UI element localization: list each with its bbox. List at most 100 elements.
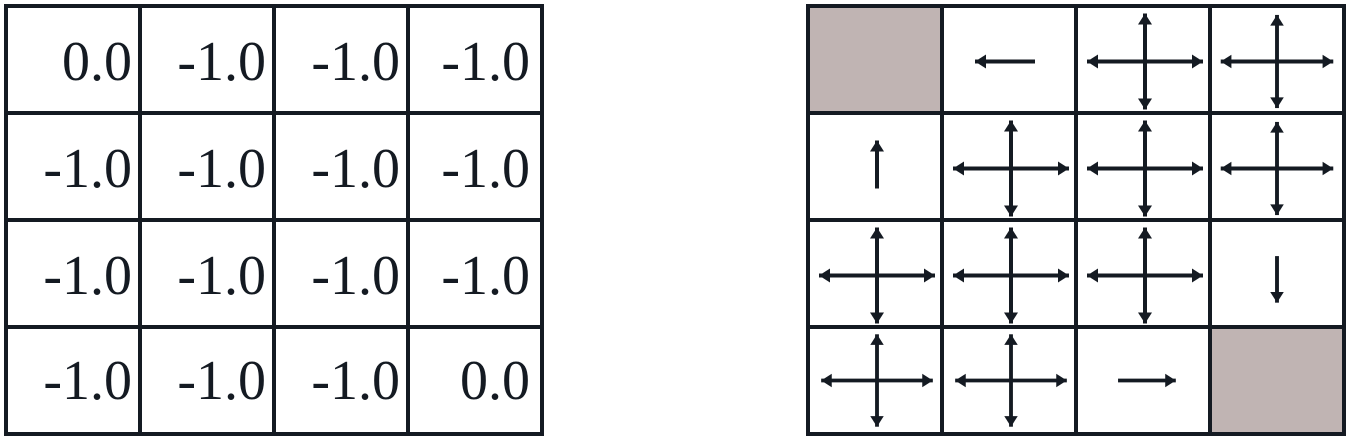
state-value: -1.0 — [311, 349, 400, 412]
value-cell: -1.0 — [406, 4, 544, 115]
arrow-left-icon — [953, 268, 1011, 283]
state-value: -1.0 — [441, 137, 530, 200]
arrow-up-icon — [1270, 121, 1284, 169]
arrow-up-icon — [1138, 120, 1152, 169]
value-cell: -1.0 — [4, 218, 142, 329]
policy-cell — [940, 111, 1078, 222]
value-cell: -1.0 — [272, 325, 410, 436]
terminal-cell — [806, 4, 944, 115]
four-way-arrow-icon — [1220, 121, 1334, 216]
four-way-arrow-icon — [1220, 14, 1334, 109]
value-cell: -1.0 — [138, 111, 276, 222]
four-way-arrow-icon — [819, 227, 935, 324]
arrow-down-icon — [1138, 61, 1152, 110]
arrow-right-icon — [1118, 373, 1176, 388]
state-value: -1.0 — [311, 30, 400, 93]
arrow-right-icon — [1145, 161, 1203, 176]
arrow-up-icon — [870, 140, 884, 189]
terminal-shade — [810, 8, 944, 115]
state-value: 0.0 — [62, 30, 132, 93]
value-cell: -1.0 — [138, 218, 276, 329]
policy-cell — [806, 111, 944, 222]
arrow-right-icon — [1145, 54, 1203, 69]
four-way-arrow-icon — [1087, 227, 1203, 324]
four-way-arrow-icon — [955, 334, 1067, 427]
arrow-up-icon — [1004, 120, 1018, 169]
arrow-down-icon — [1138, 275, 1152, 324]
arrow-up-icon — [1270, 14, 1284, 62]
state-value: -1.0 — [177, 30, 266, 93]
arrow-left-icon — [1220, 161, 1277, 176]
arrow-right-icon — [1011, 268, 1069, 283]
arrow-right-icon — [1011, 373, 1067, 388]
value-cell: -1.0 — [4, 111, 142, 222]
policy-cell — [1208, 111, 1346, 222]
arrow-down-icon — [870, 380, 884, 427]
arrow-left-icon — [821, 373, 877, 388]
four-way-arrow-icon — [1087, 13, 1203, 110]
state-value: -1.0 — [441, 244, 530, 307]
policy-cell — [1074, 111, 1212, 222]
arrow-up-icon — [870, 227, 884, 276]
policy-cell — [940, 325, 1078, 436]
policy-cell — [806, 325, 944, 436]
value-cell: -1.0 — [4, 325, 142, 436]
arrow-right-icon — [1011, 161, 1069, 176]
arrow-right-icon — [1277, 54, 1334, 69]
arrow-down-icon — [1270, 168, 1284, 216]
value-cell: -1.0 — [138, 325, 276, 436]
arrow-up-icon — [870, 140, 884, 189]
state-value: -1.0 — [177, 137, 266, 200]
arrow-down-icon — [1270, 256, 1284, 303]
arrow-left-icon — [955, 373, 1011, 388]
arrow-left-icon — [975, 54, 1035, 69]
state-value: -1.0 — [177, 349, 266, 412]
arrow-down-icon — [1004, 380, 1018, 427]
policy-cell — [806, 218, 944, 329]
state-value: -1.0 — [177, 244, 266, 307]
arrow-right-icon — [1145, 268, 1203, 283]
policy-grid — [806, 4, 1348, 438]
arrow-right-icon — [877, 268, 935, 283]
arrow-down-icon — [1004, 168, 1018, 217]
arrow-up-icon — [1138, 227, 1152, 276]
four-way-arrow-icon — [953, 227, 1069, 324]
state-value: -1.0 — [441, 30, 530, 93]
arrow-left-icon — [1087, 268, 1145, 283]
arrow-up-icon — [870, 334, 884, 381]
arrow-left-icon — [819, 268, 877, 283]
state-value: -1.0 — [43, 244, 132, 307]
arrow-left-icon — [1087, 54, 1145, 69]
policy-cell — [1208, 218, 1346, 329]
four-way-arrow-icon — [953, 120, 1069, 217]
arrow-left-icon — [953, 161, 1011, 176]
state-value: -1.0 — [43, 349, 132, 412]
state-value: -1.0 — [43, 137, 132, 200]
state-value: -1.0 — [311, 244, 400, 307]
arrow-left-icon — [1220, 54, 1277, 69]
value-cell: 0.0 — [406, 325, 544, 436]
arrow-down-icon — [1138, 168, 1152, 217]
arrow-up-icon — [1004, 227, 1018, 276]
value-cell: -1.0 — [272, 218, 410, 329]
arrow-up-icon — [1004, 334, 1018, 381]
value-function-grid: 0.0 -1.0 -1.0 -1.0 -1.0 -1.0 -1.0 -1.0 -1.0 -1.0-… — [4, 4, 544, 438]
value-cell: -1.0 — [406, 111, 544, 222]
value-cell: -1.0 — [272, 4, 410, 115]
value-cell: -1.0 — [272, 111, 410, 222]
policy-cell — [1208, 4, 1346, 115]
policy-cell — [940, 4, 1078, 115]
state-value: 0.0 — [460, 349, 530, 412]
policy-cell — [1074, 325, 1212, 436]
terminal-cell — [1208, 325, 1346, 436]
four-way-arrow-icon — [1087, 120, 1203, 217]
state-value: -1.0 — [311, 137, 400, 200]
value-cell: 0.0 — [4, 4, 142, 115]
arrow-up-icon — [1138, 13, 1152, 62]
arrow-down-icon — [1270, 61, 1284, 109]
arrow-down-icon — [1004, 275, 1018, 324]
policy-cell — [1074, 4, 1212, 115]
value-cell: -1.0 — [138, 4, 276, 115]
policy-cell — [940, 218, 1078, 329]
arrow-right-icon — [877, 373, 933, 388]
